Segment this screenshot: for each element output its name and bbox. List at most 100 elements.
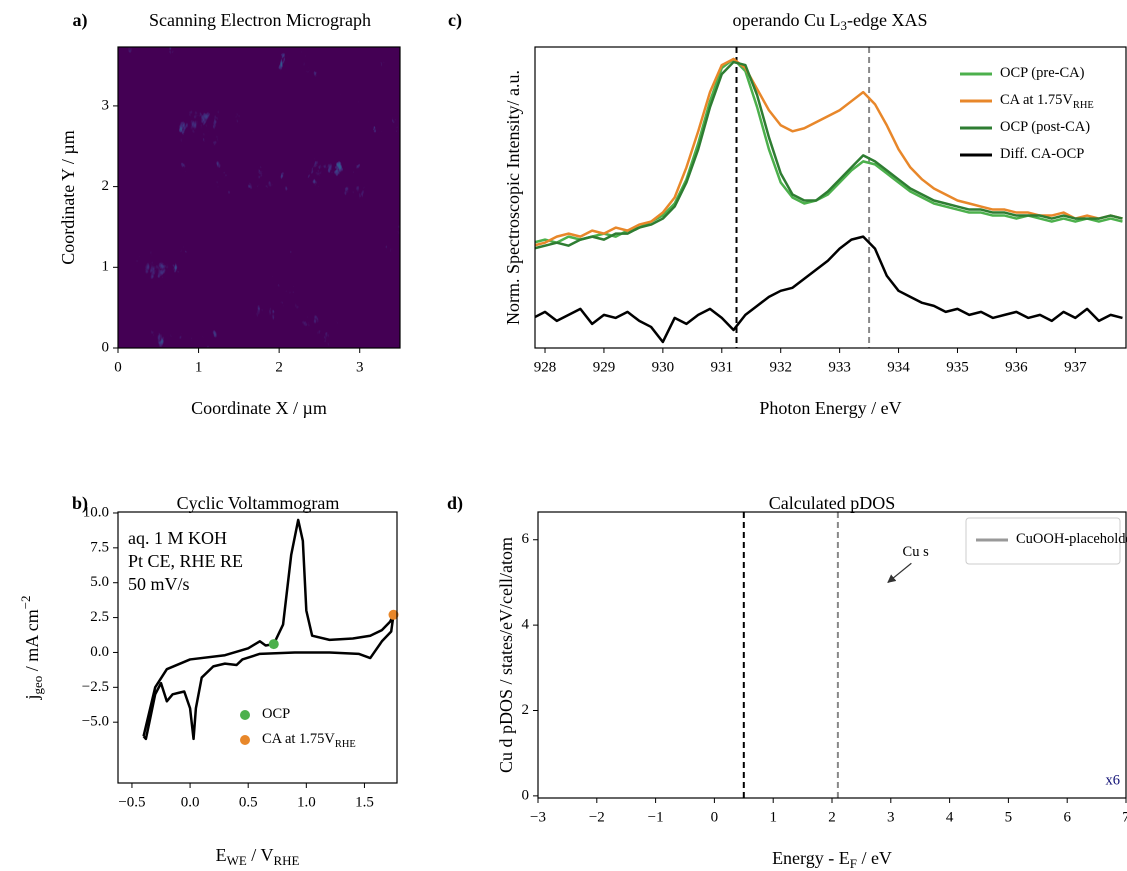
x-tick-label: 7 — [1122, 809, 1127, 825]
y-axis-label: jgeo / mA cm−2 — [18, 595, 45, 700]
legend-label-part: Diff. CA-OCP — [1000, 146, 1084, 162]
x-tick-label: 1 — [195, 359, 203, 375]
x-tick-label: 1.0 — [297, 794, 316, 810]
y-tick-label: −2.5 — [82, 679, 109, 695]
x-tick-label: 1 — [769, 809, 777, 825]
legend-label-part: CA at 1.75V — [262, 731, 335, 747]
chart-title: operando Cu L3-edge XAS — [733, 10, 928, 33]
y-axis-label: Norm. Spectroscopic Intensity/ a.u. — [503, 70, 523, 325]
series-line — [535, 57, 1123, 247]
chart-title-part: operando Cu L — [733, 10, 841, 30]
legend-label-part: CA at 1.75V — [1000, 92, 1073, 108]
axes-frame — [534, 46, 1127, 349]
x-tick-label: 0.5 — [239, 794, 258, 810]
x-tick-label: 929 — [593, 359, 616, 375]
x-axis-label-part: / eV — [857, 848, 892, 868]
y-tick-label: 6 — [522, 531, 530, 547]
legend-label: OCP (post-CA) — [1000, 119, 1090, 135]
legend-label: CuOOH-placeholder — [1016, 531, 1127, 547]
panel-label: d) — [447, 493, 463, 514]
x-axis-label-part: / V — [247, 845, 274, 865]
x-axis-label-part: RHE — [273, 853, 299, 868]
x-tick-label: 934 — [887, 359, 910, 375]
annotation-arrow — [887, 562, 912, 583]
y-tick-label: 10.0 — [83, 504, 109, 520]
chart-title: Scanning Electron Micrograph — [149, 10, 371, 30]
x-tick-label: 5 — [1005, 809, 1013, 825]
x-axis-label: EWE / VRHE — [216, 845, 300, 868]
x-tick-label: −2 — [589, 809, 605, 825]
chart-title: Calculated pDOS — [769, 493, 895, 513]
x-tick-label: 3 — [887, 809, 895, 825]
y-axis-label-part: −2 — [18, 595, 33, 609]
y-axis-label-part: geo — [30, 676, 45, 695]
y-axis-label-part: / mA cm — [22, 609, 42, 676]
x-tick-label: 2 — [828, 809, 836, 825]
marker — [268, 639, 279, 650]
x-tick-label: −3 — [530, 809, 546, 825]
x-axis-label-part: Energy - E — [772, 848, 850, 868]
marker — [388, 609, 399, 620]
axes-frame — [117, 46, 401, 349]
x-tick-label: 932 — [769, 359, 792, 375]
annotation: 50 mV/s — [128, 574, 190, 594]
y-tick-label: 2.5 — [90, 609, 109, 625]
x-tick-label: 935 — [946, 359, 969, 375]
annotation: aq. 1 M KOH — [128, 528, 227, 548]
x-axis-label-part: F — [850, 856, 857, 871]
y-tick-label: 4 — [522, 617, 530, 633]
x-tick-label: 4 — [946, 809, 954, 825]
panel-label: b) — [72, 493, 88, 514]
legend-swatch — [240, 735, 250, 745]
legend-label-part: RHE — [1073, 100, 1094, 111]
axes-frame — [117, 511, 398, 784]
annotation: Cu s — [903, 544, 930, 560]
y-tick-label: 0 — [522, 787, 530, 803]
y-axis-label: Coordinate Y / µm — [58, 130, 78, 265]
legend-label-part: OCP — [262, 706, 290, 722]
legend-label: Diff. CA-OCP — [1000, 146, 1084, 162]
x-tick-label: 1.5 — [355, 794, 374, 810]
legend-label: CA at 1.75VRHE — [1000, 92, 1094, 111]
x-tick-label: 6 — [1063, 809, 1071, 825]
x-tick-label: 3 — [356, 359, 364, 375]
y-tick-label: 5.0 — [90, 574, 109, 590]
x-axis-label-part: WE — [227, 853, 247, 868]
x-tick-label: 0 — [114, 359, 122, 375]
chart-title-part: 3 — [841, 18, 847, 33]
legend-label-part: RHE — [335, 739, 356, 750]
annotation: Pt CE, RHE RE — [128, 551, 243, 571]
x-axis-label: Photon Energy / eV — [759, 398, 901, 418]
x-tick-label: 928 — [534, 359, 557, 375]
y-tick-label: 1 — [102, 259, 110, 275]
x-tick-label: 937 — [1064, 359, 1087, 375]
legend-swatch — [240, 710, 250, 720]
y-tick-label: −5.0 — [82, 714, 109, 730]
legend-frame — [965, 517, 1121, 565]
sem-image — [118, 47, 400, 348]
legend-label: CA at 1.75VRHE — [262, 731, 356, 750]
x-tick-label: 936 — [1005, 359, 1028, 375]
x-tick-label: 933 — [828, 359, 851, 375]
y-axis-label: Cu d pDOS / states/eV/cell/atom — [496, 537, 516, 773]
x-axis-label-part: E — [216, 845, 227, 865]
x-tick-label: 2 — [275, 359, 283, 375]
series-line — [535, 235, 1123, 344]
legend-label: OCP — [262, 706, 290, 722]
axes-frame — [537, 511, 1127, 799]
y-tick-label: 0.0 — [90, 644, 109, 660]
panel-label: a) — [73, 10, 88, 31]
legend-label: OCP (pre-CA) — [1000, 65, 1085, 81]
chart-title: Cyclic Voltammogram — [177, 493, 340, 513]
x-tick-label: 931 — [711, 359, 734, 375]
y-axis-label-part: j — [22, 694, 42, 700]
y-tick-label: 2 — [102, 178, 110, 194]
x-tick-label: 0.0 — [181, 794, 200, 810]
x-tick-label: 0 — [711, 809, 719, 825]
y-tick-label: 3 — [102, 97, 110, 113]
x-tick-label: −0.5 — [118, 794, 145, 810]
y-tick-label: 7.5 — [90, 539, 109, 555]
x-tick-label: −1 — [648, 809, 664, 825]
x-tick-label: 930 — [652, 359, 675, 375]
